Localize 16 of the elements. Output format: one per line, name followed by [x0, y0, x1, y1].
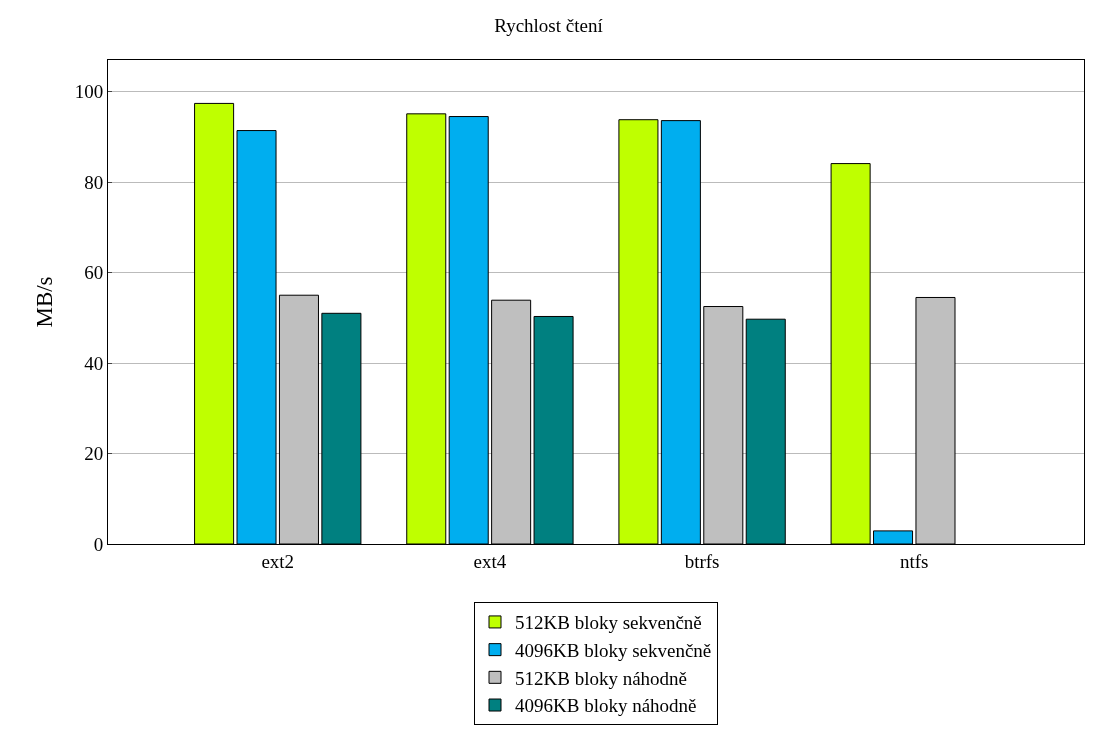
- chart-title: Rychlost čtení: [494, 14, 604, 36]
- y-tick-label: 0: [93, 533, 104, 555]
- x-tick-label: ntfs: [900, 550, 929, 572]
- legend-label: 4096KB bloky náhodně: [515, 695, 697, 717]
- y-tick-label: 80: [84, 171, 104, 193]
- y-axis-title: MB/s: [32, 276, 58, 328]
- x-tick-label: ext4: [473, 550, 507, 572]
- x-tick-label: ext2: [261, 550, 295, 572]
- legend-label: 4096KB bloky sekvenčně: [515, 640, 712, 662]
- legend-label: 512KB bloky sekvenčně: [515, 612, 702, 634]
- y-tick-label: 100: [74, 81, 104, 103]
- y-tick-label: 40: [84, 352, 104, 374]
- y-tick-label: 60: [84, 262, 104, 284]
- legend-label: 512KB bloky náhodně: [515, 667, 688, 689]
- y-tick-label: 20: [84, 443, 104, 465]
- x-tick-label: btrfs: [684, 550, 720, 572]
